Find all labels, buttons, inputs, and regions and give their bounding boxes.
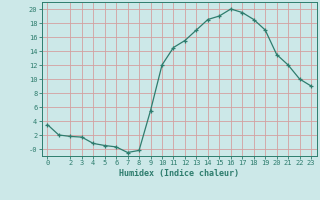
X-axis label: Humidex (Indice chaleur): Humidex (Indice chaleur): [119, 169, 239, 178]
